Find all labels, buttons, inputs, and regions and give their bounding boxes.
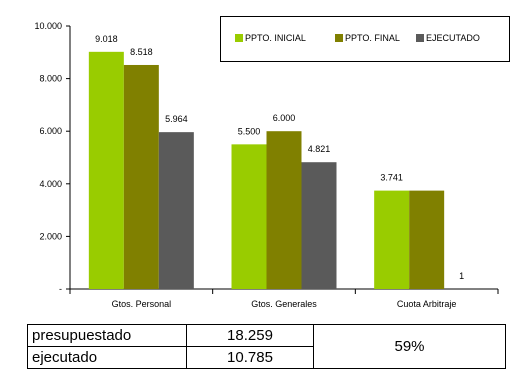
- data-label-ppto-final-gtos-personal: 8.518: [130, 47, 153, 57]
- legend-swatch-ppto-inicial: [235, 34, 243, 42]
- data-labels: 9.018 8.518 5.964 5.500 6.000 4.821 3.741 1: [95, 34, 464, 281]
- legend: PPTO. INICIAL PPTO. FINAL EJECUTADO: [220, 16, 510, 62]
- bar-ppto-inicial-gtos-generales: [231, 144, 267, 289]
- y-tick-label: -: [59, 284, 62, 294]
- y-tick-label: 6.000: [39, 126, 62, 136]
- data-label-ppto-inicial-cuota-arbitraje: 3.741: [380, 173, 403, 183]
- legend-label-ppto-final: PPTO. FINAL: [345, 33, 400, 43]
- x-tick-label: Gtos. Generales: [251, 299, 317, 309]
- bar-ppto-inicial-gtos-personal: [88, 51, 124, 289]
- bar-ejecutado-gtos-personal: [158, 132, 194, 289]
- legend-item-ejecutado: EJECUTADO: [416, 33, 480, 43]
- data-label-ppto-inicial-gtos-generales: 5.500: [238, 126, 261, 136]
- bar-ppto-final-gtos-personal: [123, 64, 159, 290]
- x-axis: Gtos. Personal Gtos. Generales Cuota Arbit…: [69, 288, 499, 309]
- x-tick-label: Cuota Arbitraje: [397, 299, 457, 309]
- data-label-ejecutado-gtos-personal: 5.964: [165, 114, 188, 124]
- execution-percent: 59%: [313, 324, 506, 369]
- y-tick-label: 8.000: [39, 74, 62, 84]
- data-label-ppto-inicial-gtos-personal: 9.018: [95, 34, 118, 44]
- y-tick-label: 4.000: [39, 179, 62, 189]
- bar-ppto-final-cuota-arbitraje: [409, 190, 445, 289]
- legend-label-ppto-inicial: PPTO. INICIAL: [245, 33, 306, 43]
- executed-label: ejecutado: [27, 346, 187, 369]
- budget-value: 18.259: [186, 324, 314, 347]
- legend-swatch-ppto-final: [335, 34, 343, 42]
- x-tick-label: Gtos. Personal: [112, 299, 172, 309]
- legend-item-ppto-final: PPTO. FINAL: [335, 33, 400, 43]
- bar-ppto-inicial-cuota-arbitraje: [374, 190, 410, 289]
- data-label-ejecutado-cuota-arbitraje: 1: [459, 271, 464, 281]
- summary-row-executed: ejecutado 10.785: [27, 346, 506, 369]
- legend-item-ppto-inicial: PPTO. INICIAL: [235, 33, 306, 43]
- bars: [88, 51, 480, 290]
- y-tick-label: 10.000: [34, 21, 62, 31]
- summary-row-budget: presupuestado 18.259 59%: [27, 324, 506, 369]
- legend-label-ejecutado: EJECUTADO: [426, 33, 480, 43]
- data-label-ejecutado-gtos-generales: 4.821: [308, 144, 331, 154]
- legend-swatch-ejecutado: [416, 34, 424, 42]
- budget-label: presupuestado: [27, 324, 187, 347]
- data-label-ppto-final-gtos-generales: 6.000: [273, 113, 296, 123]
- y-tick-label: 2.000: [39, 231, 62, 241]
- summary-table: presupuestado 18.259 59% ejecutado 10.78…: [27, 324, 506, 369]
- bar-ejecutado-gtos-generales: [301, 162, 337, 289]
- bar-chart: - 2.000 4.000 6.000 8.000 10.000 Gtos. Person…: [34, 21, 499, 309]
- y-axis: - 2.000 4.000 6.000 8.000 10.000: [34, 21, 71, 294]
- executed-value: 10.785: [186, 346, 314, 369]
- bar-ppto-final-gtos-generales: [266, 131, 302, 289]
